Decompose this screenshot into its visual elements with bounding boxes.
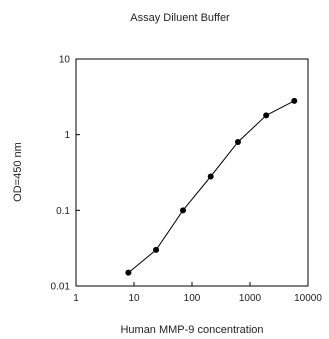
- y-axis: 10 1 0.1 0.01: [51, 55, 80, 293]
- x-axis: 1 10 100 1000 10000: [73, 282, 322, 304]
- data-point: [125, 269, 132, 276]
- series-layer: [125, 97, 298, 276]
- y-tick-label: 0.01: [51, 282, 71, 293]
- chart-title: Assay Diluent Buffer: [130, 12, 230, 24]
- y-tick-label: 10: [59, 55, 71, 66]
- data-point: [263, 112, 270, 119]
- x-axis-label: Human MMP-9 concentration: [120, 324, 263, 336]
- x-tick-label: 100: [184, 293, 201, 304]
- plot-area: [75, 58, 309, 287]
- series-line: [128, 100, 295, 274]
- x-tick-label: 1: [73, 293, 79, 304]
- data-point: [180, 207, 187, 214]
- data-point: [234, 138, 241, 145]
- x-tick-label: 10: [128, 293, 140, 304]
- data-point: [207, 173, 214, 180]
- x-tick-label: 1000: [239, 293, 262, 304]
- y-tick-label: 1: [64, 130, 70, 141]
- y-tick-label: 0.1: [56, 206, 70, 217]
- data-point: [153, 246, 160, 253]
- y-axis-label: OD=450 nm: [12, 142, 24, 202]
- data-point: [291, 97, 298, 104]
- x-tick-label: 10000: [294, 293, 322, 304]
